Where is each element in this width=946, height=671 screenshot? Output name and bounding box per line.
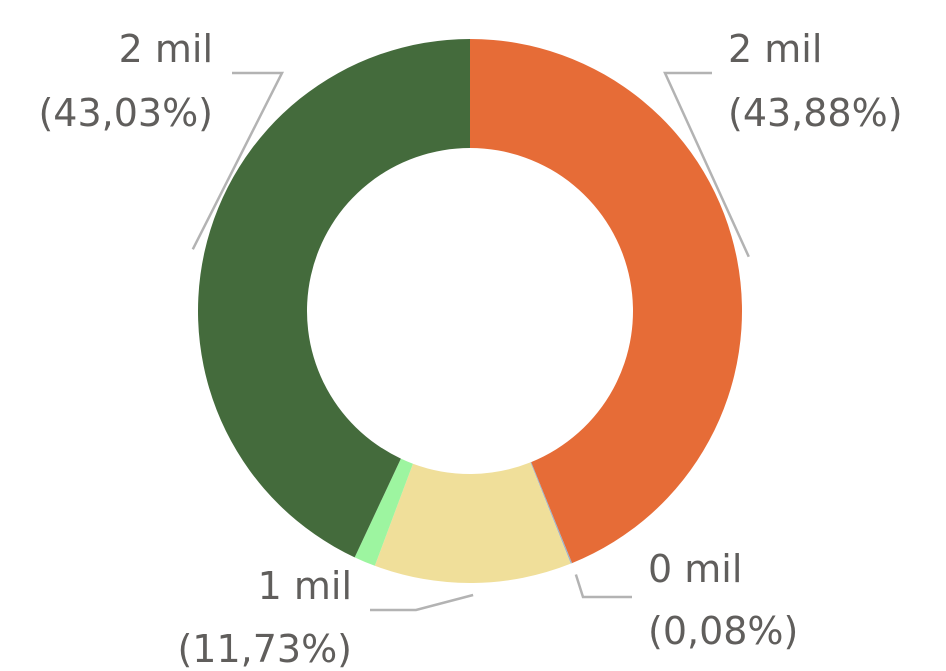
donut-slice [530,462,573,564]
data-label-amount: 2 mil [728,27,822,71]
leader-line [191,71,285,250]
data-label-amount: 0 mil [648,547,742,591]
leader-line [663,71,750,258]
data-label-amount: 2 mil [119,27,213,71]
data-label-amount: 1 mil [258,564,352,608]
leader-line [574,574,632,599]
data-label-percent: (11,73%) [177,627,352,671]
donut-slice [198,38,470,558]
donut-slice [354,458,413,566]
data-label-percent: (0,08%) [648,609,798,653]
donut-slice [470,39,742,564]
data-label-percent: (43,88%) [728,91,903,135]
data-label-percent: (43,03%) [38,91,213,135]
leader-line [370,593,474,612]
donut-slice [374,462,571,583]
